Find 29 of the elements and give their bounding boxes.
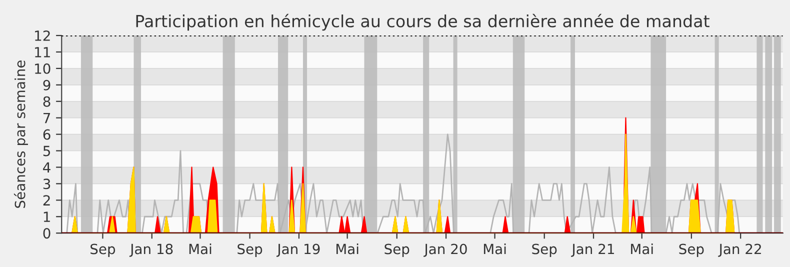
y-tick-label: 6 [43,129,50,140]
x-tick-label: Sep [90,244,116,257]
y-tick-label: 8 [43,96,50,107]
x-tick-label: Mai [484,244,506,254]
y-tick-label: 4 [43,162,50,173]
y-tick-label: 11 [35,47,50,58]
y-axis-title: Séances par semaine [14,60,28,208]
x-tick-label: Jan 21 [571,244,614,257]
y-tick-label: 9 [43,80,50,90]
y-tick-label: 5 [43,146,50,156]
y-tick-label: 12 [35,30,50,41]
x-tick-label: Sep [384,244,410,257]
x-tick-label: Sep [679,244,704,257]
x-tick-label: Jan 19 [276,244,320,257]
x-tick-label: Sep [532,244,557,257]
x-tick-label: Mai [336,244,358,254]
y-tick-label: 3 [43,178,50,190]
y-tick-label: 0 [43,228,50,239]
x-tick-label: Jan 22 [718,244,761,257]
y-tick-label: 1 [44,212,50,222]
y-tick-label: 10 [35,63,50,74]
x-tick-label: Jan 20 [424,244,467,257]
y-tick-label: 2 [43,195,50,206]
x-tick-label: Mai [189,244,212,254]
x-tick-label: Mai [631,244,653,254]
y-tick-label: 7 [44,112,50,124]
chart-title: Participation en hémicycle au cours de sa dernière année de mandat [136,14,710,31]
x-tick-label: Sep [238,244,262,257]
x-tick-label: Jan 18 [129,244,173,257]
